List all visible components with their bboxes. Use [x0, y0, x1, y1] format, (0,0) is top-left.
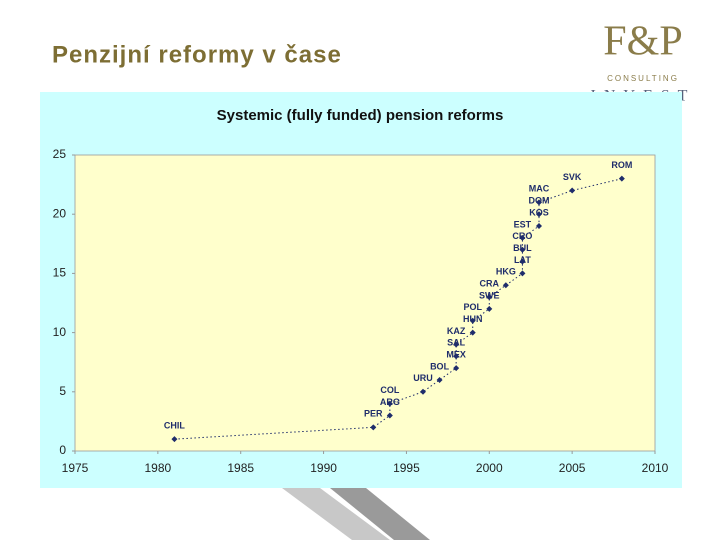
x-tick-label: 1995 [393, 461, 420, 475]
data-point [453, 365, 460, 372]
point-label: CRA [480, 278, 500, 288]
data-point [436, 376, 443, 383]
data-point [569, 187, 576, 194]
data-point [469, 317, 476, 324]
x-tick-label: 1990 [310, 461, 337, 475]
data-point [453, 353, 460, 360]
point-label: BOL [430, 361, 450, 371]
data-point [536, 223, 542, 230]
point-label: URU [413, 373, 433, 383]
y-tick-label: 25 [53, 147, 67, 161]
y-tick-label: 0 [59, 443, 66, 457]
decoration [282, 488, 390, 540]
data-point [519, 270, 526, 277]
data-point [453, 341, 460, 348]
slide-title: Penzijní reformy v čase [52, 41, 342, 68]
data-point [536, 211, 542, 218]
y-tick-label: 5 [59, 384, 66, 398]
x-tick-label: 2010 [642, 461, 669, 475]
point-label: MAC [529, 184, 550, 194]
decoration [330, 488, 430, 540]
point-label: ROM [611, 160, 632, 170]
plot-area [74, 154, 656, 452]
data-point [519, 234, 526, 241]
data-point [519, 258, 526, 265]
plot: 0 5 10 15 20 25 1975 1980 1985 1990 1995 2000 2005 20… [53, 147, 669, 475]
point-label: POL [463, 302, 482, 312]
data-point [370, 424, 377, 431]
data-point [171, 436, 178, 443]
y-tick-label: 15 [53, 266, 67, 280]
data-point [386, 400, 393, 407]
point-label: EST [514, 219, 532, 229]
point-label: COL [380, 385, 400, 395]
y-tick-label: 10 [53, 325, 67, 339]
data-point [536, 199, 542, 206]
data-point [519, 246, 526, 253]
data-point [486, 294, 493, 301]
x-tick-label: 1975 [62, 461, 89, 475]
logo-text: CONSULTING [607, 74, 679, 83]
x-tick-label: 2005 [559, 461, 586, 475]
data-point [386, 412, 393, 419]
data-point [618, 175, 625, 182]
point-label: PER [364, 409, 383, 419]
data-point [420, 388, 426, 395]
point-label: KAZ [447, 326, 466, 336]
point-label: CHIL [164, 421, 185, 431]
x-tick-label: 1985 [227, 461, 254, 475]
data-point [502, 282, 509, 289]
logo-mark: F&P [603, 19, 682, 65]
x-tick-label: 2000 [476, 461, 503, 475]
point-label: SVK [563, 172, 582, 182]
x-tick-label: 1980 [145, 461, 172, 475]
data-point [469, 329, 476, 336]
data-point [486, 305, 493, 312]
chart-title: Systemic (fully funded) pension reforms [217, 107, 504, 124]
y-tick-label: 20 [53, 206, 67, 220]
series-line [174, 178, 622, 440]
point-label: HKG [496, 267, 516, 277]
